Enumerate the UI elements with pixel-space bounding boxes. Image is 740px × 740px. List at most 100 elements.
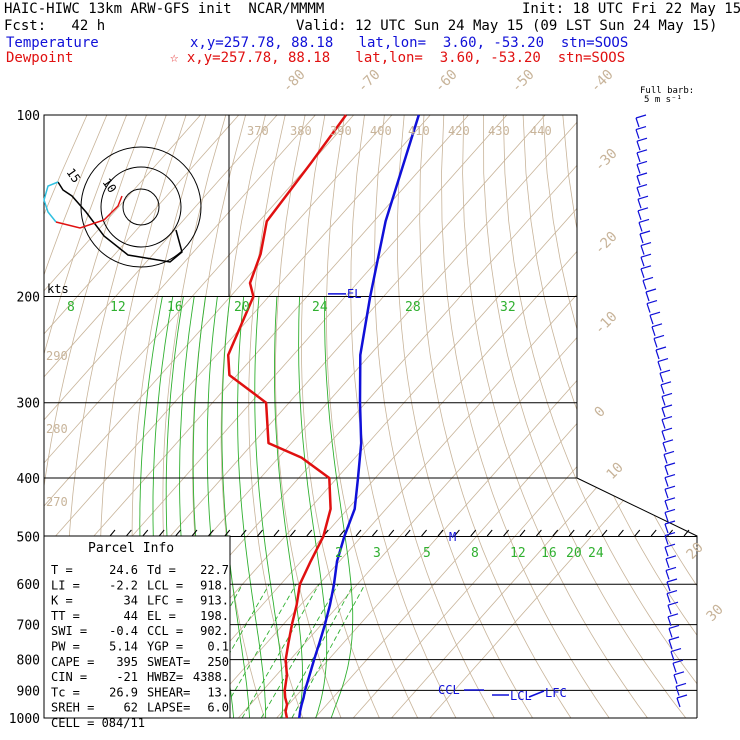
parcel-value: 26.9 [109,685,138,699]
tick-mark [257,529,263,537]
tick-mark [437,529,444,537]
tick-mark [618,529,624,537]
moist-adiabat-label: 32 [500,300,516,315]
isotherm-label: 20 [684,540,707,563]
parcel-key: CCL = [147,624,183,638]
moist-adiabat-label: 24 [312,300,328,315]
pressure-label: 700 [17,619,40,634]
tick-mark [568,529,575,537]
isotherm-label: -40 [588,67,617,96]
parcel-value: 395 [116,655,138,669]
mixing-ratio-label: 8 [471,546,479,561]
wind-barb-staff [637,210,642,220]
parcel-value: 62 [124,701,138,715]
parcel-key: CIN = [51,670,87,684]
parcel-value: 4388. [193,670,229,684]
wind-barb-flag [664,474,676,479]
tick-mark [339,529,345,537]
wind-barb-staff [664,489,669,499]
wind-barb-flag [653,334,665,339]
wind-barb-flag [645,288,657,293]
theta-label: 390 [330,124,352,138]
wind-barbs [635,114,688,708]
theta-label: 370 [247,124,269,138]
wind-barb-flag [664,520,676,525]
wind-barb-staff [661,407,666,418]
dry-adiabat [300,115,386,718]
parcel-box-frame [43,535,231,719]
wind-barb-flag [637,195,649,200]
parcel-key: T = [51,563,73,577]
wind-barb-staff [640,245,645,255]
parcel-value: 913. [200,594,229,608]
wind-barb-flag [673,671,685,676]
parcel-key: YGP = [147,640,183,654]
dry-adiabat [396,115,541,718]
wind-barb-staff [664,465,669,476]
isotherm-label: -80 [280,67,309,96]
wind-barb-staff [666,593,671,603]
lfc-marker [528,690,545,698]
wind-barb-staff [655,349,660,360]
tick-mark [224,529,231,537]
parcel-value: 6.0 [207,701,229,715]
wind-barb-staff [661,396,666,406]
pressure-label: 400 [17,472,40,487]
dry-adiabat [582,115,697,718]
parcel-key: EL = [147,609,176,623]
wind-barb-staff [661,419,666,429]
tick-mark [306,529,313,537]
wind-barb-flag [664,508,676,513]
parcel-value: 24.6 [109,563,138,577]
tick-mark [454,529,460,537]
parcel-key: K = [51,594,73,608]
parcel-key: TT = [51,609,80,623]
parcel-key: SWEAT= [147,655,190,669]
isotherm-line [314,115,697,718]
wind-barb-flag [664,543,676,548]
dry-adiabat [248,115,308,718]
parcel-value: -21 [116,670,138,684]
pressure-label: 100 [17,109,40,124]
parcel-key: Td = [147,563,176,577]
theta-label: 440 [530,124,552,138]
moist-adiabat-label: 8 [67,300,75,315]
hodograph-trace-black [57,181,183,263]
wind-barb-flag [636,184,648,189]
wind-barb-staff [667,616,672,626]
wind-barb-staff [666,581,671,592]
wind-barb-flag [636,172,648,177]
wind-barb-flag [667,601,679,606]
init-time: Init: 18 UTC Fri 22 May 15 [522,1,740,17]
wind-barb-flag [640,265,652,270]
mixing-ratio-label: 12 [510,546,526,561]
wind-barb-flag [637,207,649,212]
wind-barb-flag [657,358,669,363]
wind-barb-flag [661,427,673,432]
dry-adiabat [275,115,347,718]
tick-mark [634,529,641,537]
isotherm-line [391,115,697,718]
wind-barb-flag [670,648,682,653]
wind-barb-flag [640,242,652,247]
moist-adiabat [324,296,354,718]
theta-label: 420 [448,124,470,138]
barb-legend-units: 5 m s⁻¹ [644,95,682,105]
wind-barb-staff [667,605,672,615]
isotherm-line [352,115,697,718]
wind-barb-staff [661,431,666,441]
dry-adiabat [373,115,503,718]
hodograph-ring-label: 15 [64,166,84,186]
isotherm-line [44,115,240,718]
wind-barb-flag [667,613,679,618]
wind-barb-staff [639,233,644,244]
theta-label: 410 [408,124,430,138]
tick-mark [273,529,280,537]
valid-time: Valid: 12 UTC Sun 24 May 15 (09 LST Sun … [296,18,718,34]
parcel-key: PW = [51,640,80,654]
wind-barb-staff [640,257,645,267]
wind-barb-staff [657,361,662,371]
wind-barb-staff [636,187,641,197]
mixing-ratio-label: 24 [588,546,604,561]
mixing-ratio-label: 2 [335,546,343,561]
